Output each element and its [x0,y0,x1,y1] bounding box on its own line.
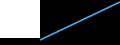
Bar [0,0,40,38]
